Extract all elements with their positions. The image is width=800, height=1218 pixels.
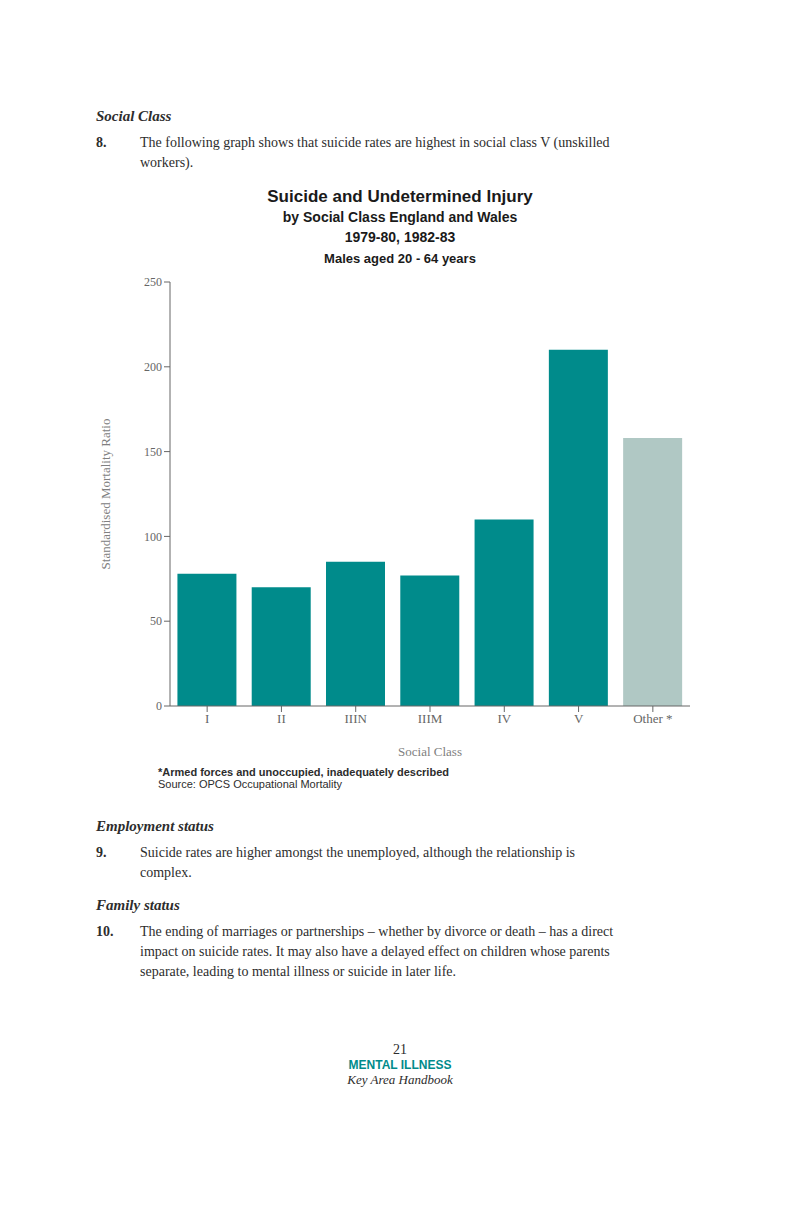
svg-text:Standardised Mortality Ratio: Standardised Mortality Ratio: [98, 419, 113, 570]
html-text:workers).: workers).: [140, 155, 194, 170]
svg-text:IIIM: IIIM: [418, 711, 443, 726]
html-text:9.: 9.: [96, 845, 107, 860]
html-text:Family status: Family status: [96, 897, 180, 913]
svg-text:50: 50: [150, 614, 162, 628]
svg-text:I: I: [205, 711, 209, 726]
svg-text:Social Class: Social Class: [398, 744, 462, 759]
html-text:Employment status: Employment status: [96, 818, 214, 834]
svg-text:100: 100: [144, 530, 162, 544]
html-text:21: 21: [393, 1042, 407, 1057]
html-text:10.: 10.: [96, 924, 114, 939]
html-text:Social Class: Social Class: [96, 108, 172, 124]
html-text:Key Area Handbook: Key Area Handbook: [347, 1072, 453, 1087]
html-text:8.: 8.: [96, 135, 107, 150]
html-text:The following graph shows that: The following graph shows that suicide r…: [140, 135, 610, 150]
svg-text:0: 0: [156, 699, 162, 713]
svg-text:II: II: [277, 711, 286, 726]
html-text:MENTAL ILLNESS: MENTAL ILLNESS: [348, 1058, 452, 1072]
svg-text:Other *: Other *: [633, 711, 672, 726]
svg-text:250: 250: [144, 275, 162, 289]
html-text:1979-80, 1982-83: 1979-80, 1982-83: [344, 229, 456, 245]
svg-text:IV: IV: [497, 711, 511, 726]
html-text:Suicide rates are higher among: Suicide rates are higher amongst the une…: [140, 845, 576, 860]
svg-text:IIIN: IIIN: [345, 711, 368, 726]
html-text:complex.: complex.: [140, 865, 192, 880]
html-text:*Armed forces and unoccupied,: *Armed forces and unoccupied, inadequate…: [158, 766, 449, 778]
html-text:impact on suicide rates. It ma: impact on suicide rates. It may also hav…: [140, 944, 610, 959]
html-text:Males aged 20 - 64 years: Males aged 20 - 64 years: [324, 251, 476, 266]
html-text:by Social Class England and Wa: by Social Class England and Wales: [282, 209, 518, 225]
html-text:separate, leading to mental il: separate, leading to mental illness or s…: [140, 964, 457, 979]
svg-text:V: V: [574, 711, 584, 726]
html-text:The ending of marriages or par: The ending of marriages or partnerships …: [140, 924, 614, 939]
svg-text:200: 200: [144, 360, 162, 374]
svg-text:150: 150: [144, 445, 162, 459]
html-text:Source: OPCS Occupational Mort: Source: OPCS Occupational Mortality: [158, 778, 342, 790]
html-text:Suicide and Undetermined Injur: Suicide and Undetermined Injury: [267, 187, 533, 206]
